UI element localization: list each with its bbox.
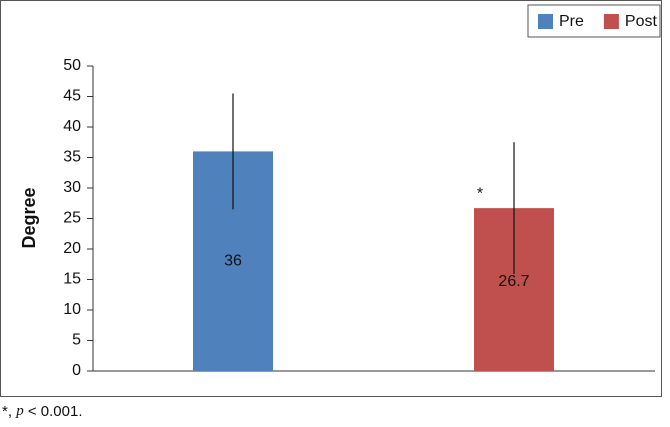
legend-swatch <box>603 14 619 29</box>
y-axis-label: Degree <box>19 187 39 248</box>
annotation: * <box>477 185 483 202</box>
footnote-symbol: p <box>15 403 24 419</box>
y-tick-label: 5 <box>72 332 81 349</box>
y-tick-label: 10 <box>63 301 81 318</box>
chart-frame <box>0 0 662 397</box>
y-tick-label: 40 <box>63 118 81 135</box>
y-tick-label: 50 <box>63 57 81 74</box>
legend-swatch <box>538 14 553 29</box>
y-tick-label: 45 <box>63 88 81 105</box>
y-tick-label: 25 <box>63 210 81 227</box>
y-tick-label: 35 <box>63 149 81 166</box>
y-tick-label: 0 <box>72 362 81 379</box>
footnote-mark: *, <box>2 403 16 420</box>
data-label: 26.7 <box>498 273 529 290</box>
footnote-text: < 0.001. <box>24 403 83 420</box>
y-tick-label: 15 <box>63 271 81 288</box>
data-label: 36 <box>224 252 242 269</box>
footnote: *, p < 0.001. <box>2 403 83 420</box>
legend-label: Pre <box>559 13 584 30</box>
legend-label: Post <box>625 13 658 30</box>
y-tick-label: 30 <box>63 179 81 196</box>
y-tick-label: 20 <box>63 240 81 257</box>
